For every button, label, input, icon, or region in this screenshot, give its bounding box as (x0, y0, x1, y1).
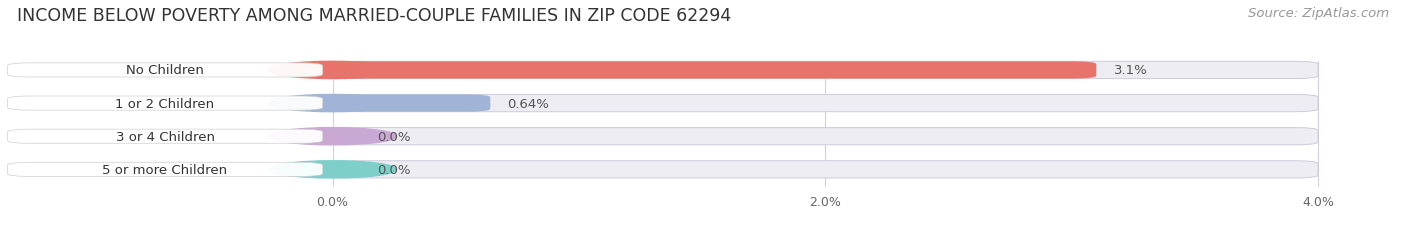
FancyBboxPatch shape (333, 128, 1317, 145)
Text: INCOME BELOW POVERTY AMONG MARRIED-COUPLE FAMILIES IN ZIP CODE 62294: INCOME BELOW POVERTY AMONG MARRIED-COUPL… (17, 7, 731, 25)
Text: 5 or more Children: 5 or more Children (103, 163, 228, 176)
Text: 0.0%: 0.0% (377, 130, 411, 143)
Text: 1 or 2 Children: 1 or 2 Children (115, 97, 215, 110)
Text: 3 or 4 Children: 3 or 4 Children (115, 130, 215, 143)
Text: Source: ZipAtlas.com: Source: ZipAtlas.com (1249, 7, 1389, 20)
Circle shape (269, 95, 396, 112)
Text: 0.64%: 0.64% (508, 97, 550, 110)
FancyBboxPatch shape (7, 64, 323, 78)
Circle shape (269, 128, 396, 145)
FancyBboxPatch shape (7, 130, 323, 144)
FancyBboxPatch shape (333, 62, 1097, 79)
FancyBboxPatch shape (333, 62, 1317, 79)
FancyBboxPatch shape (7, 163, 323, 177)
FancyBboxPatch shape (333, 161, 1317, 178)
Text: No Children: No Children (127, 64, 204, 77)
Text: 0.0%: 0.0% (377, 163, 411, 176)
Circle shape (269, 161, 396, 178)
Text: 3.1%: 3.1% (1114, 64, 1147, 77)
FancyBboxPatch shape (333, 95, 491, 112)
FancyBboxPatch shape (7, 97, 323, 111)
Circle shape (269, 62, 396, 79)
FancyBboxPatch shape (333, 95, 1317, 112)
